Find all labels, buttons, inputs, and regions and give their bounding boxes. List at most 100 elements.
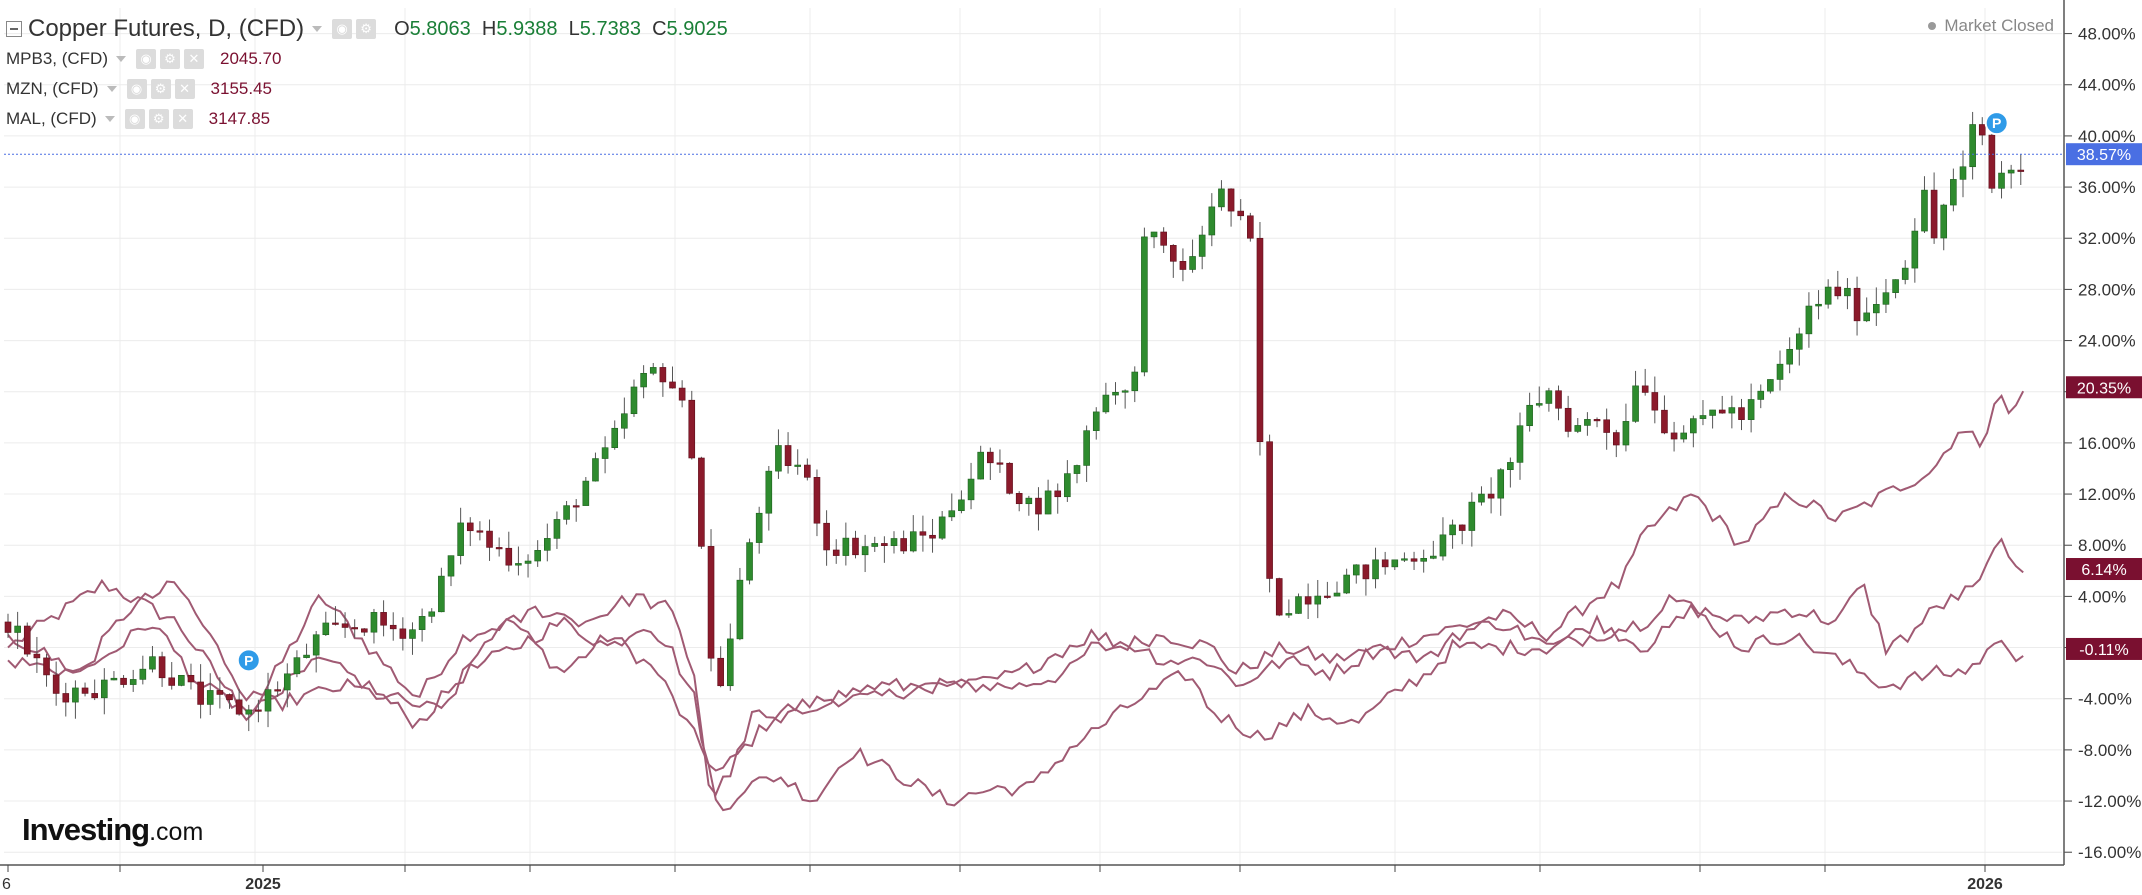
sub-symbol[interactable]: MZN, (CFD) (6, 79, 99, 98)
candle-body (1824, 286, 1832, 305)
candle-body (23, 625, 31, 655)
candle-body (938, 516, 946, 539)
candle-body (1439, 534, 1447, 557)
candle-body (1150, 231, 1158, 238)
y-tick-label: 32.00% (2078, 229, 2136, 248)
candle-body (226, 694, 233, 701)
candle-body (197, 681, 204, 705)
candle-body (1478, 493, 1485, 503)
chart-grid (4, 8, 2062, 865)
candle-body (1757, 390, 1765, 400)
chevron-down-icon[interactable] (106, 86, 117, 92)
candle-body (1430, 555, 1437, 559)
candle-body (120, 677, 127, 685)
close-icon[interactable]: ✕ (184, 49, 204, 69)
close-icon[interactable]: ✕ (174, 79, 195, 99)
candle-body (1853, 287, 1861, 322)
y-tick-label: 4.00% (2078, 587, 2126, 606)
candle-body (1612, 432, 1620, 446)
candle-body (563, 505, 570, 520)
candle-body (274, 689, 281, 692)
candle-body (505, 547, 513, 566)
candle-body (1073, 465, 1081, 474)
candle-body (264, 689, 272, 712)
chevron-down-icon[interactable] (312, 26, 323, 32)
chevron-down-icon[interactable] (116, 56, 126, 62)
event-marker-label: P (1992, 115, 2001, 131)
candle-body (1718, 409, 1726, 414)
candle-body (43, 657, 50, 676)
gear-icon[interactable]: ⚙ (150, 79, 171, 99)
collapse-icon[interactable] (6, 21, 22, 37)
candle-body (1555, 390, 1562, 409)
candle-body (1006, 462, 1013, 494)
candle-body (1102, 394, 1110, 413)
candle-body (1998, 172, 2005, 189)
candle-body (52, 674, 60, 694)
main-symbol[interactable]: Copper Futures, D, (CFD) (28, 15, 305, 42)
candle-body (466, 522, 474, 532)
candle-body (1343, 574, 1350, 594)
candle-body (1458, 524, 1466, 531)
compare-badge-label: -0.11% (2079, 642, 2129, 659)
ohlc-values: O5.8063 H5.9388 L5.7383 C5.9025 (394, 17, 728, 40)
close-icon[interactable]: ✕ (172, 109, 193, 129)
y-tick-label: 40.00% (2078, 127, 2136, 146)
candle-body (640, 372, 647, 388)
sub-symbol[interactable]: MPB3, (CFD) (6, 49, 108, 68)
low-value: 5.7383 (579, 17, 641, 40)
eye-icon[interactable]: ◉ (124, 109, 145, 129)
compare-series-line (7, 537, 2024, 812)
candle-body (168, 677, 176, 686)
chevron-down-icon[interactable] (104, 116, 115, 122)
candle-body (1420, 558, 1427, 562)
candle-body (1747, 399, 1755, 420)
candle-body (418, 616, 426, 630)
gear-icon[interactable]: ⚙ (356, 19, 377, 39)
candle-body (621, 413, 628, 429)
candle-body (110, 677, 118, 681)
candle-body (804, 464, 811, 478)
sub-symbol[interactable]: MAL, (CFD) (6, 109, 97, 128)
candle-body (1275, 578, 1283, 616)
candle-body (1641, 385, 1649, 393)
candle-body (678, 387, 686, 401)
gear-icon[interactable]: ⚙ (148, 109, 169, 129)
candle-body (245, 709, 253, 715)
compare-series-line (7, 593, 2024, 797)
candle-body (361, 628, 368, 633)
event-marker-icon (236, 648, 261, 673)
candle-body (72, 687, 79, 703)
candle-body (1449, 524, 1456, 536)
candle-body (1064, 473, 1071, 498)
candle-body (688, 399, 696, 459)
candle-body (524, 560, 532, 564)
candle-body (62, 693, 70, 703)
compare-badge (2066, 637, 2142, 660)
candle-body (1218, 188, 1225, 208)
candle-body (255, 709, 262, 712)
candle-body (1978, 124, 1986, 136)
candle-body (1795, 333, 1803, 350)
eye-icon[interactable]: ◉ (126, 79, 147, 99)
candle-body (871, 543, 879, 547)
candle-body (235, 699, 243, 715)
sub-value: 3155.45 (210, 79, 272, 98)
candle-body (1487, 493, 1495, 499)
last-price-badge-label: 38.57% (2077, 147, 2131, 164)
eye-icon[interactable]: ◉ (136, 49, 156, 69)
candle-body (1882, 292, 1890, 305)
candle-body (2017, 169, 2025, 172)
y-tick-label: 48.00% (2078, 25, 2136, 44)
compare-badge (2066, 376, 2142, 399)
candle-body (1112, 391, 1119, 396)
y-tick-label: 8.00% (2078, 536, 2126, 555)
gear-icon[interactable]: ⚙ (160, 49, 180, 69)
candle-body (1670, 432, 1678, 440)
candle-body (399, 628, 407, 639)
legend-main-row: Copper Futures, D, (CFD) ◉ ⚙ O5.8063 H5.… (6, 14, 728, 44)
candle-body (380, 612, 387, 626)
eye-icon[interactable]: ◉ (332, 19, 353, 39)
candle-body (515, 563, 522, 566)
